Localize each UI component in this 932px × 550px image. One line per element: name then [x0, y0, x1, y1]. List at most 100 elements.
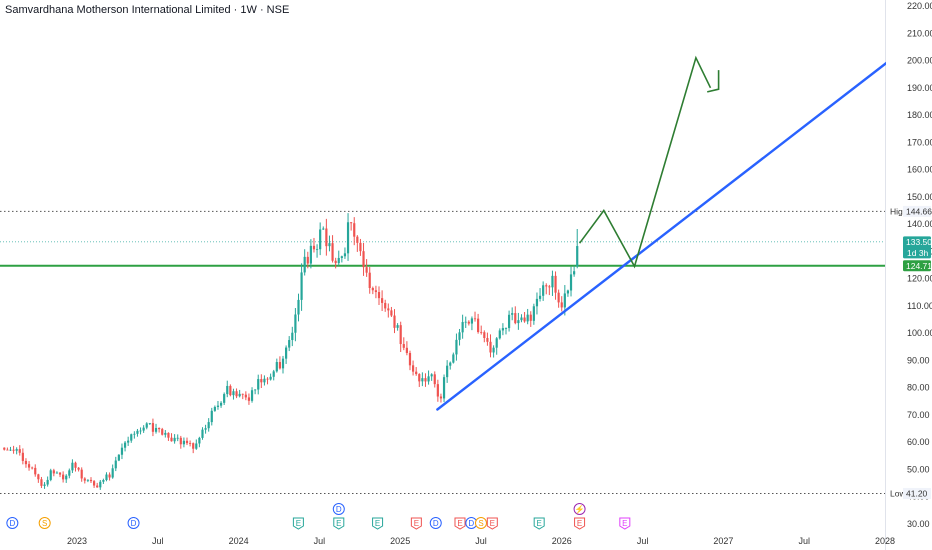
event-marker-earnings-down[interactable]: E [454, 517, 466, 530]
candle[interactable] [535, 292, 539, 315]
candle[interactable] [303, 249, 306, 276]
candle[interactable] [396, 323, 399, 331]
candle[interactable] [294, 308, 297, 342]
candle[interactable] [464, 316, 467, 328]
candle[interactable] [127, 436, 130, 446]
candle[interactable] [545, 283, 548, 295]
candle[interactable] [393, 309, 396, 334]
candle[interactable] [46, 476, 49, 487]
candle[interactable] [557, 289, 560, 308]
candle[interactable] [315, 244, 319, 258]
candle[interactable] [235, 388, 238, 399]
candle[interactable] [371, 286, 374, 295]
candle[interactable] [483, 330, 486, 343]
candle[interactable] [62, 471, 65, 483]
candle[interactable] [495, 337, 498, 355]
candle[interactable] [405, 341, 408, 356]
candle[interactable] [102, 478, 105, 484]
candle[interactable] [92, 479, 96, 488]
candle[interactable] [52, 468, 55, 477]
candle[interactable] [164, 430, 167, 438]
candle[interactable] [6, 447, 9, 451]
candle[interactable] [86, 479, 89, 483]
candle[interactable] [74, 461, 77, 472]
candle[interactable] [381, 290, 384, 311]
candle[interactable] [24, 458, 28, 468]
candle[interactable] [368, 266, 371, 294]
candle[interactable] [198, 436, 201, 448]
candle[interactable] [300, 263, 303, 311]
candle[interactable] [58, 472, 62, 478]
candle[interactable] [170, 433, 173, 442]
candle[interactable] [504, 327, 508, 335]
candle[interactable] [377, 286, 381, 306]
candle[interactable] [514, 306, 517, 325]
drawings[interactable] [436, 55, 895, 411]
candle[interactable] [446, 360, 449, 383]
candle[interactable] [312, 237, 316, 253]
candle[interactable] [359, 238, 362, 256]
event-marker-earnings-down[interactable]: E [486, 517, 498, 530]
candle[interactable] [350, 221, 353, 231]
candle[interactable] [161, 427, 164, 436]
candle[interactable] [232, 388, 235, 400]
candle[interactable] [399, 321, 402, 352]
candle[interactable] [111, 464, 114, 479]
candle[interactable] [461, 314, 464, 339]
candle[interactable] [309, 239, 312, 269]
candle[interactable] [480, 325, 483, 335]
candle[interactable] [3, 447, 6, 451]
candle[interactable] [554, 271, 557, 300]
candle[interactable] [139, 427, 142, 435]
candle[interactable] [31, 466, 34, 470]
candle[interactable] [517, 312, 520, 330]
candle[interactable] [173, 434, 176, 444]
candle[interactable] [511, 307, 514, 321]
candle[interactable] [204, 424, 207, 434]
event-marker-split[interactable]: S [38, 517, 51, 529]
candle[interactable] [12, 445, 15, 454]
candle[interactable] [176, 434, 179, 442]
candle[interactable] [275, 358, 278, 373]
candle[interactable] [319, 222, 322, 256]
candle[interactable] [433, 371, 436, 388]
candle[interactable] [167, 432, 170, 441]
candle[interactable] [272, 369, 275, 381]
candle[interactable] [179, 435, 182, 449]
candle[interactable] [136, 428, 139, 437]
candle[interactable] [68, 468, 71, 479]
candle[interactable] [501, 323, 504, 336]
candle[interactable] [526, 308, 529, 325]
candle[interactable] [492, 345, 495, 358]
candle[interactable] [356, 235, 359, 252]
event-marker-earnings-up[interactable]: E [372, 517, 384, 530]
candle[interactable] [306, 251, 309, 269]
candle[interactable] [281, 355, 285, 374]
candle[interactable] [470, 316, 474, 331]
candle[interactable] [467, 320, 470, 326]
candles[interactable] [3, 213, 579, 490]
candle[interactable] [353, 217, 356, 246]
candle[interactable] [195, 439, 198, 450]
candle[interactable] [105, 472, 108, 482]
candle[interactable] [477, 313, 480, 334]
candle[interactable] [291, 326, 294, 347]
event-marker-dividend[interactable]: D [127, 517, 140, 529]
candle[interactable] [278, 356, 282, 370]
candle[interactable] [123, 441, 127, 452]
candle[interactable] [130, 433, 133, 443]
candle[interactable] [486, 332, 489, 346]
candle[interactable] [96, 482, 99, 488]
candle[interactable] [337, 250, 340, 266]
candle[interactable] [415, 367, 418, 376]
candle[interactable] [365, 259, 368, 277]
candle[interactable] [498, 328, 501, 340]
candle[interactable] [542, 281, 545, 301]
candle[interactable] [49, 468, 52, 482]
candle[interactable] [213, 405, 216, 412]
candle[interactable] [250, 387, 254, 403]
candle[interactable] [387, 303, 390, 318]
candle[interactable] [576, 229, 579, 269]
